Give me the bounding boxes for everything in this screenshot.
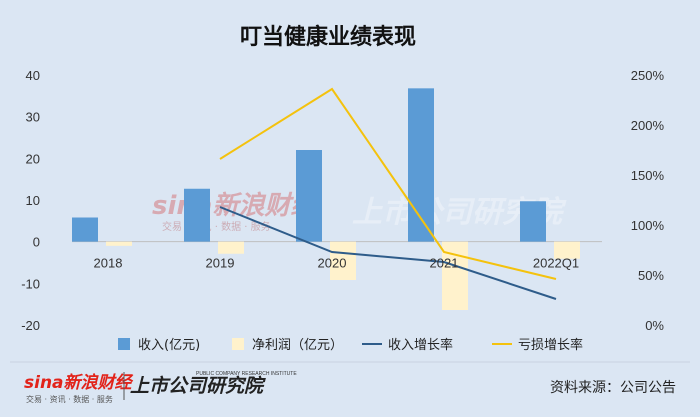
revenue-bar [184, 188, 210, 242]
legend-label: 收入增长率 [388, 337, 453, 353]
revenue-bar [520, 201, 546, 242]
category-label: 2022Q1 [533, 256, 579, 271]
source-note: 资料来源：公司公告 [550, 380, 676, 396]
right-tick-label: 150% [631, 168, 665, 183]
right-axis: 0% 50% 100% 150% 200% 250% [631, 68, 665, 333]
legend-swatch [232, 338, 244, 350]
left-tick-label: 30 [26, 110, 40, 125]
right-tick-label: 200% [631, 118, 665, 133]
left-axis: -20 -10 0 10 20 30 40 [21, 68, 40, 333]
watermark-brand: sina新浪财经 [152, 191, 319, 221]
footer-institute-sub: PUBLIC COMPANY RESEARCH INSTITUTE [196, 371, 297, 377]
net-profit-bar [218, 241, 244, 254]
footer: sina新浪财经 交易 · 资讯 · 数据 · 服务 上市公司研究院 PUBLI… [10, 361, 690, 404]
footer-brand: sina新浪财经 [24, 373, 134, 393]
chart-title: 叮当健康业绩表现 [240, 24, 416, 50]
left-tick-label: -20 [21, 318, 40, 333]
net-profit-bar [106, 241, 132, 246]
revenue-growth-line [219, 206, 557, 300]
legend-label: 净利润（亿元） [252, 338, 343, 353]
watermark: sina新浪财经 交易 · 资讯 · 数据 · 服务 上市公司研究院 [152, 191, 567, 233]
lines [219, 87, 557, 300]
left-tick-label: 40 [26, 68, 40, 83]
right-tick-label: 100% [631, 218, 665, 233]
legend-swatch [118, 338, 130, 350]
right-tick-label: 0% [645, 318, 664, 333]
bars [72, 88, 580, 310]
right-tick-label: 50% [638, 268, 664, 283]
category-labels: 2018 2019 2020 2021 2022Q1 [94, 256, 580, 271]
net-profit-bar [554, 241, 580, 259]
net-profit-bar [330, 241, 356, 280]
category-label: 2019 [206, 256, 235, 271]
legend-label: 亏损增长率 [518, 337, 583, 353]
footer-brand-sub: 交易 · 资讯 · 数据 · 服务 [26, 394, 113, 404]
right-tick-label: 250% [631, 68, 665, 83]
legend: 收入(亿元) 净利润（亿元） 收入增长率 亏损增长率 [118, 337, 583, 353]
legend-label: 收入(亿元) [138, 338, 200, 353]
category-label: 2020 [318, 256, 347, 271]
category-label: 2018 [94, 256, 123, 271]
revenue-bar [408, 88, 434, 242]
left-tick-label: 20 [26, 151, 40, 166]
revenue-bar [72, 217, 98, 242]
left-tick-label: 10 [26, 193, 40, 208]
category-label: 2021 [430, 256, 459, 271]
footer-institute: 上市公司研究院 [130, 375, 266, 397]
left-tick-label: -10 [21, 276, 40, 291]
watermark-brand-sub: 交易 · 资讯 · 数据 · 服务 [162, 220, 271, 233]
revenue-bar [296, 150, 322, 242]
loss-growth-line [219, 87, 557, 280]
left-tick-label: 0 [33, 235, 40, 250]
